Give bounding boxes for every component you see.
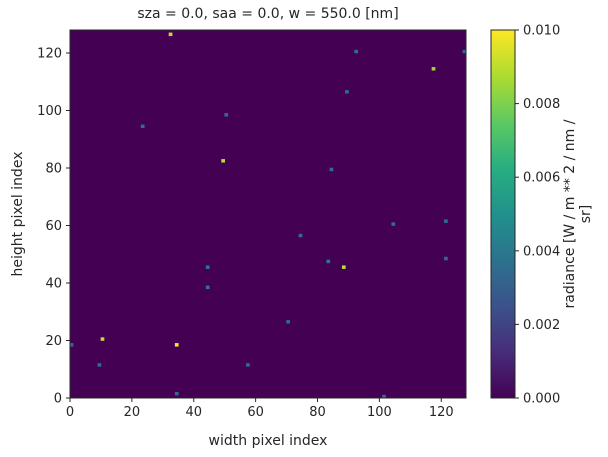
x-tick-label: 80 (309, 405, 326, 420)
heatmap-cell (97, 363, 102, 367)
chart-title: sza = 0.0, saa = 0.0, w = 550.0 [nm] (137, 6, 398, 22)
x-tick-label: 40 (185, 405, 202, 420)
x-axis: 0 20 40 60 80 100 120 (66, 398, 454, 420)
y-tick-label: 20 (45, 334, 62, 349)
x-tick-label: 120 (429, 405, 454, 420)
x-tick-label: 60 (247, 405, 264, 420)
y-tick-label: 80 (45, 162, 62, 177)
x-tick-label: 20 (124, 405, 141, 420)
heatmap-cell (329, 167, 334, 172)
heatmap-cell (69, 343, 74, 347)
y-tick-label: 60 (45, 219, 62, 234)
y-axis: 0 20 40 60 80 100 120 (37, 47, 70, 407)
heatmap-cell (205, 265, 210, 269)
heatmap-cell (246, 363, 250, 367)
colorbar: 0.000 0.002 0.004 0.006 0.008 0.010 (490, 24, 560, 407)
heatmap-cell (444, 219, 448, 223)
colorbar-label: radiance [W / m ** 2 / nm /sr] (562, 119, 594, 308)
heatmap-cell (462, 49, 467, 54)
heatmap-area (69, 29, 467, 399)
colorbar-tick-label: 0.002 (523, 318, 560, 333)
y-tick-label: 100 (37, 104, 62, 119)
heatmap-cell (382, 394, 386, 399)
heatmap-cell (224, 113, 229, 117)
y-tick-label: 120 (37, 47, 62, 62)
heatmap-cell (221, 159, 225, 163)
heatmap-cell (354, 49, 359, 54)
x-tick-label: 100 (367, 405, 392, 420)
heatmap-cell (174, 343, 179, 347)
colorbar-tick-label: 0.004 (523, 244, 560, 259)
heatmap-cell (298, 233, 303, 238)
y-axis-label: height pixel index (10, 152, 26, 277)
colorbar-gradient (490, 29, 516, 399)
heatmap-cell (431, 67, 436, 71)
heatmap-cell (205, 285, 210, 290)
colorbar-label-line: sr] (578, 205, 594, 224)
heatmap-cell (345, 90, 349, 94)
colorbar-tick-label: 0.010 (523, 24, 560, 39)
y-tick-label: 0 (54, 392, 62, 407)
heatmap-cell (168, 32, 173, 37)
heatmap-cell (286, 320, 290, 324)
heatmap-cell (326, 259, 331, 264)
x-tick-label: 0 (66, 405, 74, 420)
heatmap-cell (391, 222, 396, 226)
heatmap-cell (100, 337, 105, 341)
y-tick-label: 40 (45, 277, 62, 292)
heatmap-cell (341, 265, 346, 269)
heatmap-cell (174, 391, 179, 396)
plot-frame (69, 29, 467, 399)
heatmap-cell (140, 124, 145, 129)
colorbar-tick-label: 0.000 (523, 392, 560, 407)
colorbar-label-line: radiance [W / m ** 2 / nm / (562, 119, 578, 308)
x-axis-label: width pixel index (209, 433, 328, 449)
heatmap-cell (444, 256, 448, 261)
heatmap-background (70, 30, 466, 398)
colorbar-tick-label: 0.006 (523, 171, 560, 186)
colorbar-tick-label: 0.008 (523, 97, 560, 112)
